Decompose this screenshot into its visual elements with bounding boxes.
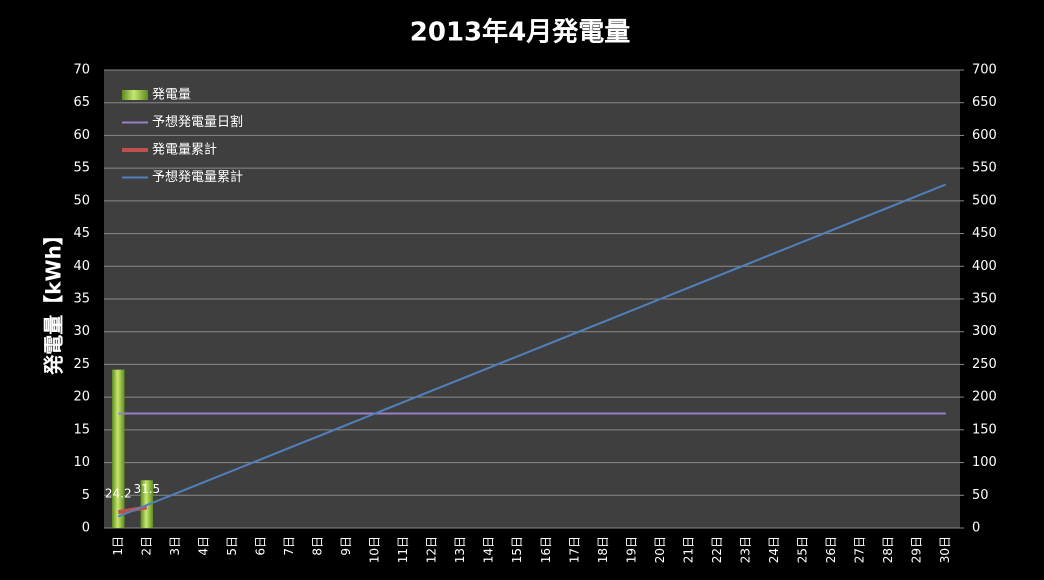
y2-tick-label: 650: [972, 95, 997, 110]
x-tick-label: 1日: [111, 536, 125, 556]
x-tick-label: 9日: [339, 536, 353, 556]
x-tick-label: 20日: [653, 536, 667, 563]
x-tick-label: 28日: [881, 536, 895, 563]
y2-tick-label: 550: [972, 161, 997, 176]
y-tick-label: 0: [82, 521, 90, 536]
x-tick-label: 29日: [910, 536, 924, 563]
bar: [111, 369, 125, 528]
data-label: 24.2: [105, 487, 132, 501]
y2-tick-label: 150: [972, 422, 997, 437]
y-tick-label: 70: [73, 63, 90, 78]
x-tick-label: 16日: [539, 536, 553, 563]
x-tick-label: 17日: [567, 536, 581, 563]
y-tick-label: 25: [73, 357, 90, 372]
legend-label: 発電量累計: [152, 142, 217, 158]
y2-tick-label: 100: [972, 455, 997, 470]
x-tick-label: 27日: [853, 536, 867, 563]
y2-tick-label: 300: [972, 324, 997, 339]
y2-tick-label: 50: [972, 488, 989, 503]
y-tick-label: 15: [73, 422, 90, 437]
legend-swatch: [122, 90, 148, 100]
y-tick-label: 30: [73, 324, 90, 339]
x-tick-label: 18日: [596, 536, 610, 563]
y-tick-label: 65: [73, 95, 90, 110]
y-tick-label: 35: [73, 292, 90, 307]
x-tick-label: 30日: [938, 536, 952, 563]
legend-label: 予想発電量累計: [152, 169, 243, 185]
legend-label: 予想発電量日割: [152, 114, 243, 130]
x-tick-label: 25日: [796, 536, 810, 563]
x-tick-label: 13日: [453, 536, 467, 563]
x-tick-label: 2日: [139, 536, 153, 556]
x-tick-label: 15日: [510, 536, 524, 563]
x-tick-label: 24日: [767, 536, 781, 563]
x-tick-label: 23日: [739, 536, 753, 563]
y-tick-label: 50: [73, 193, 90, 208]
y2-tick-label: 250: [972, 357, 997, 372]
y2-tick-label: 500: [972, 193, 997, 208]
x-tick-label: 12日: [425, 536, 439, 563]
y2-tick-label: 0: [972, 521, 980, 536]
y-tick-label: 55: [73, 161, 90, 176]
legend-label: 発電量: [152, 88, 191, 103]
y-tick-label: 5: [82, 488, 90, 503]
y-tick-label: 45: [73, 226, 90, 241]
y-tick-label: 20: [73, 390, 90, 405]
x-tick-label: 26日: [824, 536, 838, 563]
y2-tick-label: 700: [972, 63, 997, 78]
y-tick-label: 10: [73, 455, 90, 470]
x-tick-label: 3日: [168, 536, 182, 556]
x-tick-label: 14日: [482, 536, 496, 563]
x-tick-label: 8日: [311, 536, 325, 556]
y2-tick-label: 350: [972, 292, 997, 307]
x-tick-label: 6日: [253, 536, 267, 556]
y-tick-label: 60: [73, 128, 90, 143]
data-label: 31.5: [133, 482, 160, 496]
x-tick-label: 10日: [368, 536, 382, 563]
x-tick-label: 5日: [225, 536, 239, 556]
y-tick-label: 40: [73, 259, 90, 274]
chart-title: 2013年4月発電量: [410, 17, 630, 48]
y2-tick-label: 600: [972, 128, 997, 143]
y-axis-label: 発電量【kWh】: [42, 225, 66, 376]
y2-tick-label: 200: [972, 390, 997, 405]
x-tick-label: 22日: [710, 536, 724, 563]
x-tick-label: 11日: [396, 536, 410, 563]
line: [117, 183, 947, 518]
x-tick-label: 19日: [624, 536, 638, 563]
x-tick-label: 7日: [282, 536, 296, 556]
x-tick-label: 4日: [196, 536, 210, 556]
y2-tick-label: 450: [972, 226, 997, 241]
x-tick-label: 21日: [681, 536, 695, 563]
y2-tick-label: 400: [972, 259, 997, 274]
